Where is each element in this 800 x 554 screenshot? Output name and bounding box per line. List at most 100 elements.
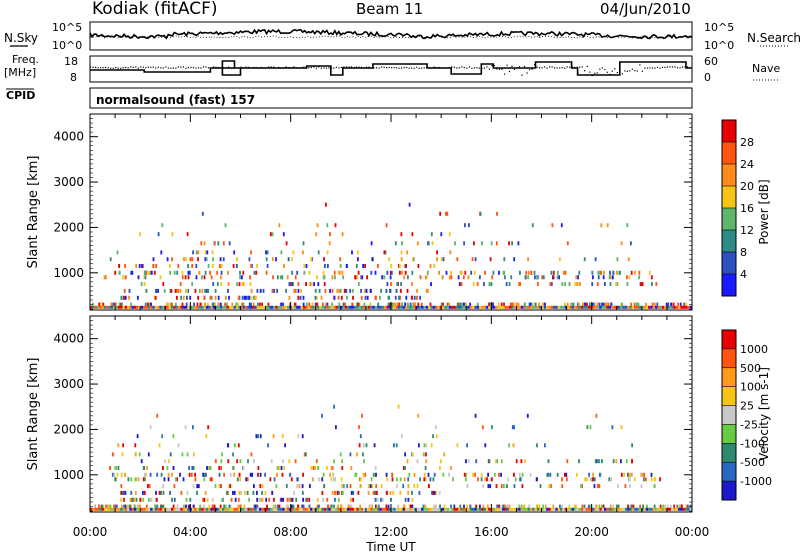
echo-cell (627, 257, 630, 262)
echo-cell (386, 490, 388, 495)
echo-cell (350, 504, 353, 509)
echo-cell (205, 507, 209, 511)
nave-dot (596, 72, 598, 74)
echo-cell (687, 507, 690, 511)
echo-cell (307, 305, 310, 309)
echo-cell (389, 275, 392, 280)
echo-cell (248, 302, 251, 307)
echo-cell (644, 477, 647, 482)
echo-cell (143, 305, 146, 309)
echo-cell (227, 288, 229, 293)
echo-cell (281, 275, 284, 280)
echo-cell (233, 507, 236, 511)
echo-cell (380, 484, 383, 489)
echo-cell (547, 459, 550, 464)
echo-cell (175, 477, 177, 482)
echo-cell (270, 305, 273, 309)
echo-cell (636, 507, 639, 511)
echo-cell (337, 497, 340, 502)
echo-cell (659, 507, 662, 511)
nave-dot (353, 67, 355, 69)
echo-cell (137, 477, 140, 482)
echo-cell (334, 490, 336, 495)
echo-cell (365, 507, 368, 511)
echo-cell (245, 305, 248, 309)
echo-cell (243, 504, 246, 509)
echo-cell (131, 305, 135, 309)
echo-cell (447, 302, 450, 307)
echo-cell (392, 490, 395, 495)
nave-dot (348, 66, 350, 68)
echo-cell (124, 305, 128, 309)
echo-cell (546, 507, 549, 511)
echo-cell (474, 257, 477, 262)
echo-cell (201, 275, 203, 280)
echo-cell (673, 305, 676, 309)
echo-cell (261, 305, 264, 309)
echo-cell (105, 504, 107, 509)
echo-cell (118, 302, 121, 307)
echo-cell (217, 305, 220, 309)
echo-cell (388, 295, 390, 300)
echo-cell (143, 490, 146, 495)
echo-cell (127, 305, 130, 309)
echo-cell (611, 275, 614, 280)
echo-cell (586, 477, 588, 482)
echo-cell (143, 270, 146, 275)
echo-cell (538, 302, 540, 307)
echo-cell (424, 504, 427, 509)
echo-cell (638, 275, 641, 280)
echo-cell (352, 497, 354, 502)
echo-cell (385, 223, 388, 228)
echo-cell (149, 270, 152, 275)
echo-cell (657, 305, 660, 309)
nave-dot (112, 67, 114, 69)
echo-cell (288, 295, 291, 300)
echo-cell (166, 507, 169, 511)
echo-cell (509, 302, 512, 307)
echo-cell (456, 257, 459, 262)
echo-cell (568, 282, 571, 287)
echo-cell (437, 507, 440, 511)
echo-cell (342, 305, 345, 309)
echo-cell (448, 305, 452, 309)
echo-cell (161, 434, 164, 439)
echo-cell (201, 507, 204, 511)
echo-cell (407, 302, 409, 307)
echo-cell (198, 305, 202, 309)
echo-cell (301, 434, 304, 439)
echo-cell (292, 504, 295, 509)
echo-cell (118, 270, 121, 275)
echo-cell (346, 264, 348, 268)
echo-cell (664, 507, 667, 511)
nave-dot (258, 67, 260, 69)
echo-cell (349, 504, 351, 509)
echo-cell (228, 507, 232, 511)
echo-cell (308, 504, 311, 509)
echo-cell (207, 288, 210, 293)
echo-cell (302, 497, 304, 502)
nave-dot (641, 70, 643, 72)
y-tick-label: 4000 (53, 130, 84, 144)
echo-cell (379, 507, 382, 511)
echo-cell (393, 507, 396, 511)
nave-dot (147, 66, 149, 68)
nave-dot (155, 67, 157, 69)
echo-cell (294, 288, 297, 293)
colorbar-swatch (722, 164, 736, 186)
echo-cell (146, 466, 148, 470)
echo-cell (142, 490, 144, 495)
echo-cell (114, 477, 117, 482)
echo-cell (161, 223, 164, 228)
echo-cell (347, 504, 350, 509)
echo-cell (327, 504, 329, 509)
echo-cell (126, 504, 129, 509)
echo-cell (650, 507, 653, 511)
echo-cell (317, 466, 319, 470)
echo-cell (383, 250, 386, 255)
echo-cell (171, 257, 173, 262)
nave-dot (606, 71, 608, 73)
nave-dot (328, 67, 330, 69)
echo-cell (169, 490, 171, 495)
echo-cell (643, 472, 645, 477)
